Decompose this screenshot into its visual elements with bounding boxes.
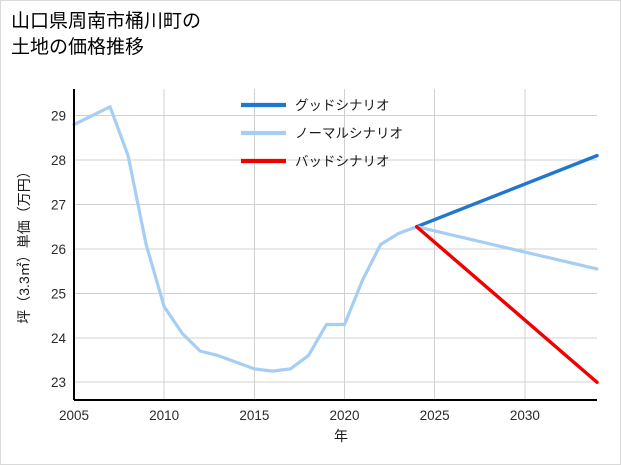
series-lines-group [72, 105, 599, 384]
y-tick-label: 27 [51, 198, 66, 213]
y-tick-labels-group: 23 24 25 26 27 28 29 [51, 109, 67, 391]
x-tick-label: 2010 [149, 408, 179, 423]
x-tick-label: 2015 [239, 408, 269, 423]
legend-label-2: バッドシナリオ [295, 154, 390, 169]
x-tick-label: 2005 [59, 408, 89, 423]
x-tick-label: 2025 [420, 408, 450, 423]
series-line-2 [414, 225, 599, 384]
y-tick-label: 29 [51, 109, 66, 124]
x-axis-title: 年 [334, 428, 348, 444]
y-tick-label: 23 [51, 375, 66, 390]
chart-title: 山口県周南市桶川町の 土地の価格推移 [11, 11, 202, 58]
series-line-1 [72, 105, 599, 373]
y-tick-label: 28 [51, 153, 66, 168]
x-tick-labels-group: 2005 2010 2015 2020 2025 2030 [59, 408, 540, 423]
x-tick-label: 2030 [510, 408, 540, 423]
legend-label-1: ノーマルシナリオ [295, 126, 403, 141]
series-line-0 [414, 153, 599, 229]
y-tick-label: 26 [51, 242, 66, 257]
y-tick-label: 24 [51, 331, 67, 346]
y-tick-label: 25 [51, 286, 66, 301]
x-tick-label: 2020 [329, 408, 359, 423]
legend-label-0: グッドシナリオ [295, 98, 390, 113]
y-axis-title: 坪（3.3㎡）単価（万円） [16, 164, 32, 323]
